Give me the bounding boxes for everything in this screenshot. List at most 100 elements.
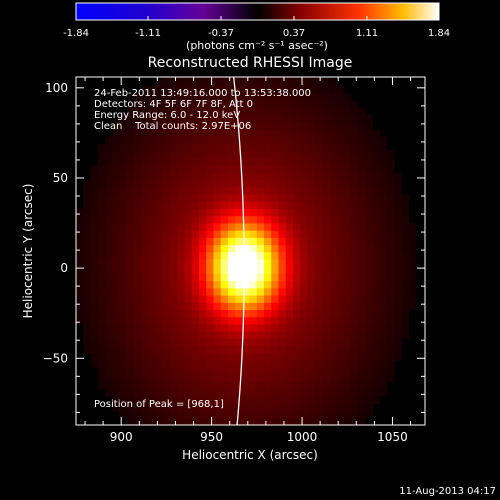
heatmap-cell <box>112 230 120 238</box>
heatmap-cell <box>227 295 236 303</box>
heatmap-cell <box>321 417 330 425</box>
solar-limb-arc <box>232 77 245 425</box>
heatmap-cell <box>300 158 308 166</box>
heatmap-cell <box>148 158 156 166</box>
heatmap-cell <box>300 129 308 137</box>
heatmap-cell <box>372 244 381 253</box>
heatmap-cell <box>321 381 330 390</box>
heatmap-cell <box>76 237 84 246</box>
heatmap-cell <box>148 266 156 274</box>
heatmap-cell <box>329 338 337 347</box>
heatmap-cell <box>336 201 345 210</box>
heatmap-cell <box>227 360 236 368</box>
heatmap-cell <box>271 280 279 289</box>
heatmap-cell <box>350 158 359 166</box>
heatmap-cell <box>90 259 99 267</box>
heatmap-cell <box>213 78 222 87</box>
heatmap-cell <box>141 374 149 383</box>
heatmap-cell <box>213 259 222 267</box>
heatmap-cell <box>387 150 395 159</box>
heatmap-cell <box>141 215 149 224</box>
heatmap-cell <box>321 331 330 339</box>
heatmap-cell <box>242 107 250 116</box>
heatmap-cell <box>256 194 265 202</box>
heatmap-cell <box>213 215 222 224</box>
heatmap-cell <box>249 86 258 94</box>
heatmap-cell <box>300 367 308 375</box>
heatmap-cell <box>170 403 178 411</box>
heatmap-cell <box>112 251 120 260</box>
heatmap-cell <box>242 352 250 361</box>
heatmap-cell <box>141 208 149 217</box>
heatmap-cell <box>220 295 229 303</box>
heatmap-cell <box>213 172 222 181</box>
heatmap-cell <box>133 273 142 282</box>
heatmap-cell <box>292 237 301 246</box>
heatmap-cell <box>227 223 236 231</box>
heatmap-cell <box>249 194 258 202</box>
heatmap-cell <box>387 237 395 246</box>
heatmap-cell <box>170 367 178 375</box>
heatmap-cell <box>350 143 359 152</box>
heatmap-cell <box>90 324 99 332</box>
heatmap-cell <box>242 158 250 166</box>
heatmap-cell <box>184 287 193 296</box>
heatmap-cell <box>336 410 345 419</box>
heatmap-cell <box>133 165 142 173</box>
y-tick-label: 0 <box>60 261 68 275</box>
heatmap-cell <box>256 150 265 159</box>
heatmap-cell <box>220 165 229 173</box>
heatmap-cell <box>242 360 250 368</box>
heatmap-cell <box>213 179 222 188</box>
heatmap-cell <box>90 331 99 339</box>
heatmap-cell <box>177 179 185 188</box>
heatmap-cell <box>119 331 128 339</box>
heatmap-cell <box>206 302 214 310</box>
heatmap-cell <box>148 107 156 116</box>
heatmap-cell <box>336 129 345 137</box>
heatmap-cell <box>329 331 337 339</box>
heatmap-cell <box>249 230 258 238</box>
heatmap-cell <box>170 388 178 397</box>
heatmap-cell <box>162 186 171 195</box>
heatmap-cell <box>155 295 164 303</box>
heatmap-cell <box>191 403 200 411</box>
heatmap-cell <box>271 107 279 116</box>
heatmap-cell <box>162 360 171 368</box>
heatmap-cell <box>97 223 106 231</box>
heatmap-cell <box>314 223 323 231</box>
heatmap-cell <box>387 223 395 231</box>
heatmap-cell <box>249 266 258 274</box>
heatmap-cell <box>372 186 381 195</box>
heatmap-cell <box>379 237 388 246</box>
heatmap-cell <box>329 396 337 404</box>
heatmap-cell <box>292 107 301 116</box>
heatmap-cell <box>170 287 178 296</box>
heatmap-cell <box>242 417 250 425</box>
heatmap-cell <box>184 122 193 130</box>
heatmap-cell <box>300 223 308 231</box>
heatmap-cell <box>278 331 287 339</box>
heatmap-cell <box>365 287 373 296</box>
heatmap-cell <box>307 194 316 202</box>
heatmap-cell <box>227 165 236 173</box>
heatmap-cell <box>126 403 135 411</box>
heatmap-cell <box>314 77 323 80</box>
heatmap-cell <box>119 374 128 383</box>
heatmap-cell <box>133 266 142 274</box>
heatmap-cell <box>358 266 366 274</box>
heatmap-cell <box>264 165 272 173</box>
heatmap-cell <box>292 266 301 274</box>
heatmap-cell <box>191 122 200 130</box>
heatmap-cell <box>133 360 142 368</box>
heatmap-cell <box>307 338 316 347</box>
heatmap-cell <box>336 93 345 101</box>
heatmap-cell <box>379 287 388 296</box>
heatmap-cell <box>329 86 337 94</box>
heatmap-cell <box>242 273 250 282</box>
heatmap-cell <box>177 309 185 318</box>
heatmap-cell <box>119 381 128 390</box>
colorbar-gradient <box>75 2 440 21</box>
heatmap-cell <box>249 273 258 282</box>
heatmap-cell <box>170 158 178 166</box>
